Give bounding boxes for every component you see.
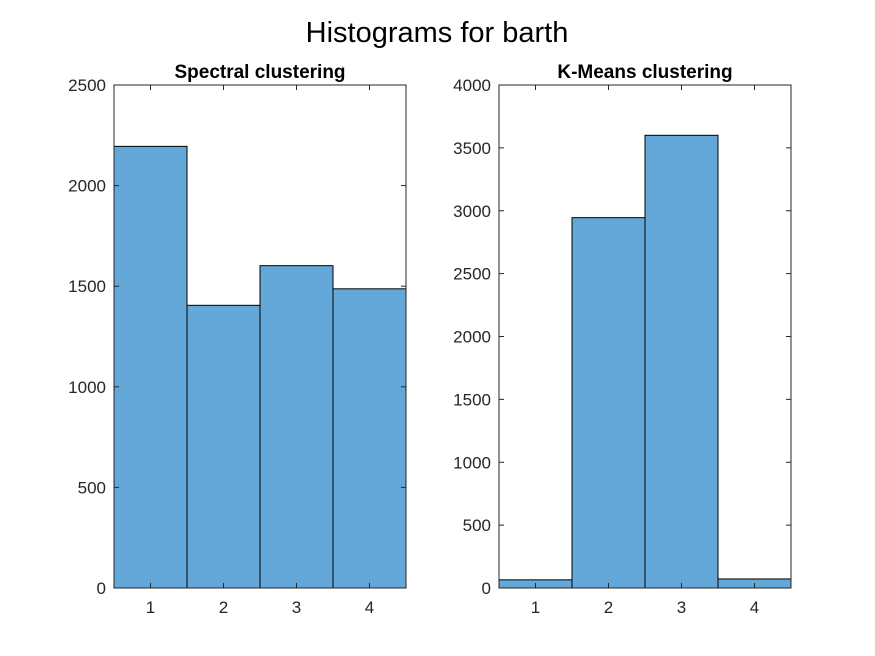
- subplot-title: K-Means clustering: [557, 62, 732, 83]
- y-tick-label: 2500: [453, 265, 491, 284]
- y-tick-label: 4000: [453, 76, 491, 95]
- y-tick-label: 0: [97, 579, 106, 598]
- subplot-kmeans: K-Means clustering 0 500 1000 1500 2000 2500 3…: [453, 62, 792, 617]
- y-tick-label: 500: [463, 516, 491, 535]
- x-tick-label: 2: [604, 598, 613, 617]
- bar-2: [186, 304, 261, 589]
- y-tick-label: 2500: [68, 76, 106, 95]
- subplot-title: Spectral clustering: [174, 62, 345, 83]
- y-tick-label: 1000: [68, 378, 106, 397]
- y-tick-label: 3000: [453, 202, 491, 221]
- y-tick-label: 2000: [68, 177, 106, 196]
- x-tick-label: 1: [531, 598, 540, 617]
- bar-4: [332, 288, 407, 589]
- bar-3: [259, 265, 334, 589]
- tick-group: 0 500 1000 1500 2000 2500 3000 3500 4000 1 2 3 4: [453, 76, 791, 617]
- tick-group: 0 500 1000 1500 2000 2500 1 2 3 4: [68, 76, 406, 617]
- y-tick-label: 1500: [68, 277, 106, 296]
- x-tick-label: 3: [677, 598, 686, 617]
- x-tick-label: 2: [219, 598, 228, 617]
- bar-2: [571, 217, 646, 589]
- bar-1: [113, 145, 188, 589]
- x-tick-label: 1: [146, 598, 155, 617]
- y-tick-label: 1000: [453, 453, 491, 472]
- bar-3: [644, 134, 719, 589]
- bar-group: [498, 134, 792, 589]
- y-tick-label: 3500: [453, 139, 491, 158]
- x-tick-label: 4: [750, 598, 759, 617]
- bar-group: [113, 145, 407, 589]
- subplot-spectral: Spectral clustering 0 500 1000 1500 2000 2500…: [68, 62, 407, 617]
- y-tick-label: 500: [78, 478, 106, 497]
- axes-frame: [498, 84, 792, 589]
- y-tick-label: 1500: [453, 390, 491, 409]
- y-tick-label: 2000: [453, 328, 491, 347]
- figure-title: Histograms for barth: [306, 17, 569, 49]
- x-tick-label: 4: [365, 598, 374, 617]
- axes-frame: [113, 84, 407, 589]
- x-tick-label: 3: [292, 598, 301, 617]
- y-tick-label: 0: [482, 579, 491, 598]
